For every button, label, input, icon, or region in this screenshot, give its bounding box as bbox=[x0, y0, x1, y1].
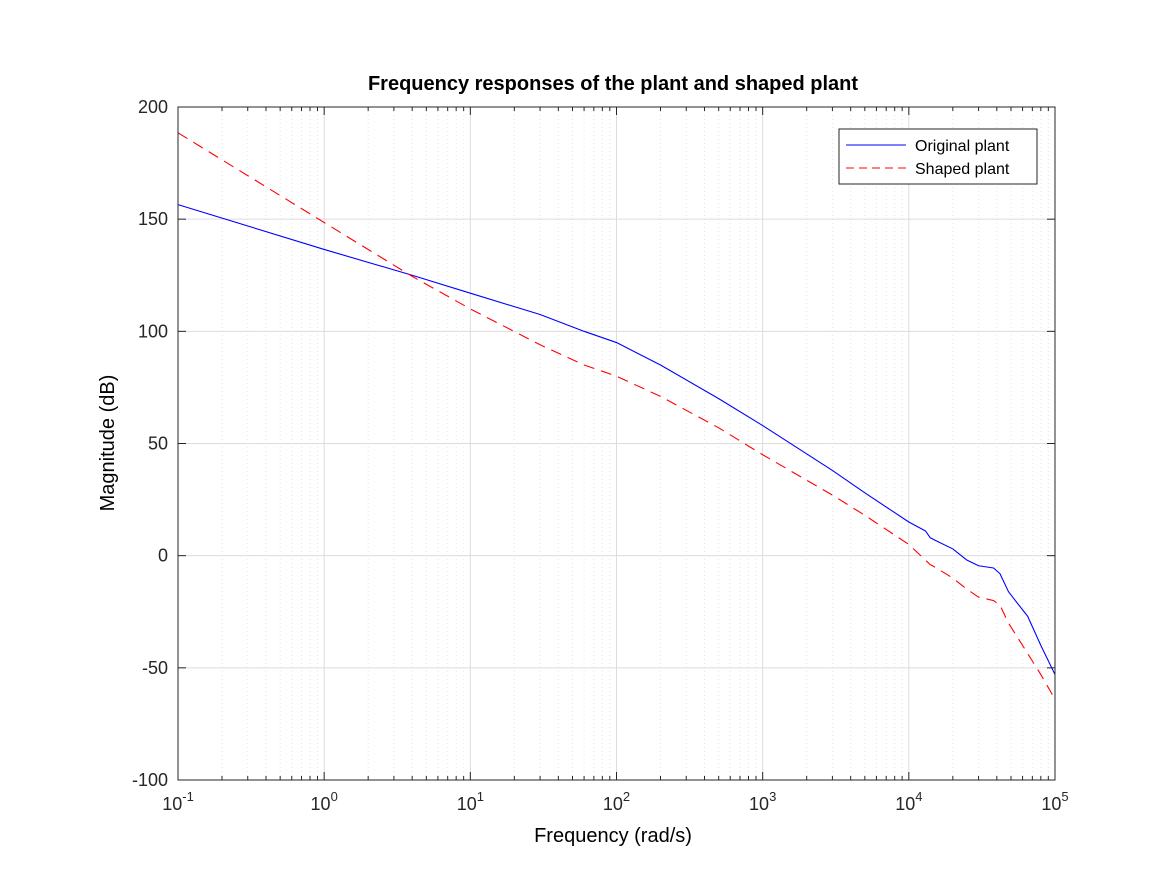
series-layer bbox=[177, 132, 1056, 700]
legend-label-original-plant: Original plant bbox=[915, 138, 1010, 155]
x-tick-label: 105 bbox=[1041, 789, 1068, 814]
x-tick-label-base: 10 bbox=[749, 794, 769, 814]
x-tick-label-base: 10 bbox=[603, 794, 623, 814]
tick-marks bbox=[177, 106, 1056, 781]
y-tick-labels: -100 -50 0 50 100 150 200 bbox=[132, 97, 168, 790]
x-tick-label-base: 10 bbox=[1041, 794, 1061, 814]
x-tick-label: 100 bbox=[311, 789, 338, 814]
x-tick-label: 103 bbox=[749, 789, 776, 814]
y-tick-label: 0 bbox=[158, 546, 168, 566]
x-tick-label: 102 bbox=[603, 789, 630, 814]
legend: Original plant Shaped plant bbox=[838, 128, 1038, 185]
y-tick-label: 150 bbox=[138, 209, 168, 229]
x-tick-labels: 10-1 100 101 102 103 104 105 bbox=[162, 789, 1068, 814]
x-tick-label-exponent: 4 bbox=[915, 789, 922, 804]
series-line-shaped-plant bbox=[177, 132, 1056, 700]
y-tick-label: 50 bbox=[148, 434, 168, 454]
x-tick-label-exponent: 1 bbox=[477, 789, 484, 804]
y-tick-label: 100 bbox=[138, 321, 168, 341]
legend-label-shaped-plant: Shaped plant bbox=[915, 161, 1010, 178]
x-tick-label: 101 bbox=[457, 789, 484, 814]
series-line-original-plant bbox=[177, 204, 1056, 675]
x-tick-label-exponent: -1 bbox=[182, 789, 194, 804]
x-tick-label: 10-1 bbox=[162, 789, 194, 814]
y-tick-label: -100 bbox=[132, 770, 168, 790]
y-tick-label: 200 bbox=[138, 97, 168, 117]
x-tick-label-exponent: 3 bbox=[769, 789, 776, 804]
x-tick-label: 104 bbox=[895, 789, 922, 814]
x-tick-label-base: 10 bbox=[162, 794, 182, 814]
x-tick-label-base: 10 bbox=[311, 794, 331, 814]
y-tick-label: -50 bbox=[142, 658, 168, 678]
chart-title: Frequency responses of the plant and sha… bbox=[368, 73, 858, 95]
x-tick-label-exponent: 0 bbox=[331, 789, 338, 804]
x-tick-label-exponent: 5 bbox=[1061, 789, 1068, 804]
x-tick-label-base: 10 bbox=[895, 794, 915, 814]
y-axis-label: Magnitude (dB) bbox=[97, 375, 119, 512]
legend-box bbox=[838, 128, 1038, 185]
x-tick-label-base: 10 bbox=[457, 794, 477, 814]
x-axis-label: Frequency (rad/s) bbox=[534, 825, 692, 847]
x-tick-label-exponent: 2 bbox=[623, 789, 630, 804]
